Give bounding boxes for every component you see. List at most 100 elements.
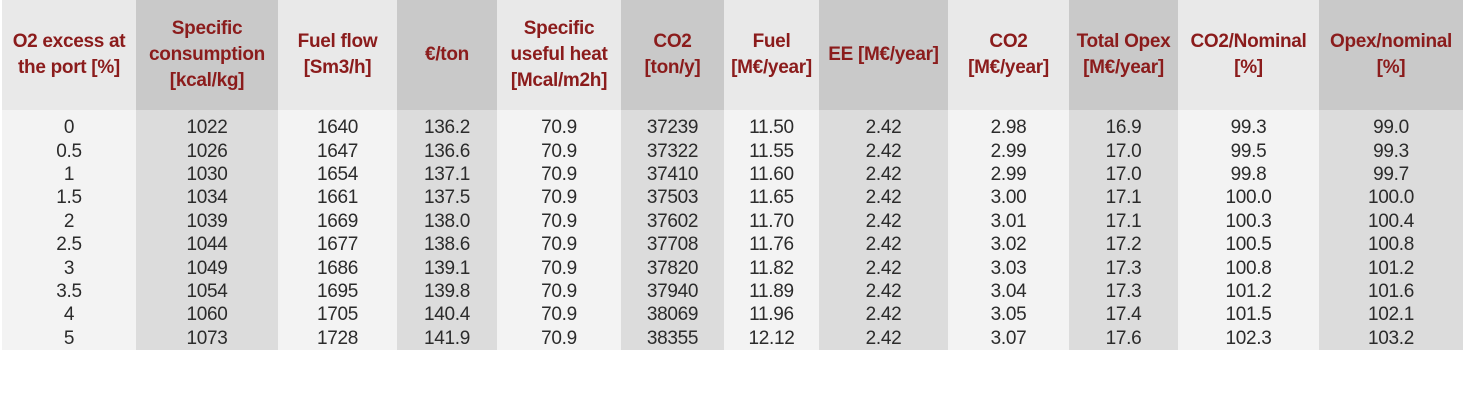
header-text: [M€/year] [1083, 57, 1164, 78]
cell-co2-meur: 3.07 [948, 326, 1069, 350]
cell-specific-consumption: 1054 [136, 279, 278, 304]
cell-total-opex: 17.2 [1069, 232, 1178, 257]
table-row: 1 1030 1654 137.1 70.9 37410 11.60 2.42 2.99 17.0… [2, 162, 1463, 187]
table-row: 1.5 1034 1661 137.5 70.9 37503 11.65 2.42 3.00 17… [2, 186, 1463, 210]
cell-specific-consumption: 1034 [136, 186, 278, 210]
cell-euro-per-ton: 141.9 [397, 326, 497, 350]
cell-co2-ton: 37708 [621, 232, 724, 257]
cell-euro-per-ton: 136.6 [397, 139, 497, 163]
cell-fuel-meur: 11.76 [724, 232, 819, 257]
column-header-euro-per-ton: €/ton [397, 0, 497, 110]
cell-euro-per-ton: 138.0 [397, 209, 497, 233]
cell-euro-per-ton: 139.1 [397, 256, 497, 280]
cell-fuel-meur: 11.82 [724, 256, 819, 280]
header-text: EE [M€/year] [828, 44, 939, 65]
cell-total-opex: 17.1 [1069, 209, 1178, 233]
table-row: 0 1022 1640 136.2 70.9 37239 11.50 2.42 2.98 16.9… [2, 110, 1463, 140]
cell-fuel-flow: 1647 [278, 139, 397, 163]
header-text: Fuel flow [297, 31, 378, 52]
cell-ee-meur: 2.42 [819, 279, 948, 304]
cell-fuel-meur: 11.50 [724, 110, 819, 140]
cell-specific-useful-heat: 70.9 [497, 139, 621, 163]
cell-o2-excess: 3.5 [2, 279, 136, 304]
cell-specific-useful-heat: 70.9 [497, 256, 621, 280]
cell-euro-per-ton: 136.2 [397, 110, 497, 140]
cell-euro-per-ton: 137.5 [397, 186, 497, 210]
column-header-co2-meur: CO2 [M€/year] [948, 0, 1069, 110]
cell-co2-nominal: 99.5 [1178, 139, 1319, 163]
header-text: CO2/Nominal [1190, 31, 1307, 52]
cell-total-opex: 17.6 [1069, 326, 1178, 350]
cell-o2-excess: 1 [2, 162, 136, 187]
cell-co2-meur: 3.00 [948, 186, 1069, 210]
cell-co2-nominal: 99.3 [1178, 110, 1319, 140]
cell-total-opex: 17.0 [1069, 139, 1178, 163]
cell-opex-nominal: 99.3 [1319, 139, 1463, 163]
cell-ee-meur: 2.42 [819, 110, 948, 140]
cell-fuel-flow: 1677 [278, 232, 397, 257]
cell-fuel-flow: 1661 [278, 186, 397, 210]
header-text: [kcal/kg] [169, 70, 245, 91]
cell-euro-per-ton: 137.1 [397, 162, 497, 187]
cell-opex-nominal: 99.0 [1319, 110, 1463, 140]
cell-specific-consumption: 1030 [136, 162, 278, 187]
header-text: [%] [1234, 57, 1263, 78]
cell-opex-nominal: 101.2 [1319, 256, 1463, 280]
cell-co2-nominal: 99.8 [1178, 162, 1319, 187]
cell-opex-nominal: 100.8 [1319, 232, 1463, 257]
cell-fuel-flow: 1669 [278, 209, 397, 233]
cell-fuel-flow: 1654 [278, 162, 397, 187]
cell-specific-useful-heat: 70.9 [497, 110, 621, 140]
cell-co2-nominal: 101.2 [1178, 279, 1319, 304]
cell-co2-ton: 37410 [621, 162, 724, 187]
table-body: 0 1022 1640 136.2 70.9 37239 11.50 2.42 2.98 16.9… [2, 110, 1463, 350]
cell-ee-meur: 2.42 [819, 139, 948, 163]
column-header-fuel-flow: Fuel flow [Sm3/h] [278, 0, 397, 110]
cell-total-opex: 17.0 [1069, 162, 1178, 187]
cell-ee-meur: 2.42 [819, 209, 948, 233]
header-text: [M€/year] [968, 57, 1049, 78]
cell-fuel-meur: 11.55 [724, 139, 819, 163]
column-header-o2-excess: O2 excess at the port [%] [2, 0, 136, 110]
table-row: 2 1039 1669 138.0 70.9 37602 11.70 2.42 3.01 17.1… [2, 209, 1463, 233]
o2-excess-table: O2 excess at the port [%] Specific consumpt… [2, 0, 1463, 350]
cell-fuel-flow: 1705 [278, 303, 397, 327]
column-header-total-opex: Total Opex [M€/year] [1069, 0, 1178, 110]
column-header-fuel-meur: Fuel [M€/year] [724, 0, 819, 110]
header-text: [Mcal/m2h] [510, 70, 608, 91]
cell-total-opex: 17.3 [1069, 279, 1178, 304]
cell-o2-excess: 4 [2, 303, 136, 327]
table-row: 2.5 1044 1677 138.6 70.9 37708 11.76 2.42 3.02 17… [2, 232, 1463, 257]
header-text: [%] [1376, 57, 1406, 78]
cell-opex-nominal: 102.1 [1319, 303, 1463, 327]
table-row: 4 1060 1705 140.4 70.9 38069 11.96 2.42 3.05 17.4… [2, 303, 1463, 327]
cell-co2-ton: 38355 [621, 326, 724, 350]
table-row: 3 1049 1686 139.1 70.9 37820 11.82 2.42 3.03 17.3… [2, 256, 1463, 280]
cell-o2-excess: 5 [2, 326, 136, 350]
cell-co2-ton: 38069 [621, 303, 724, 327]
cell-opex-nominal: 99.7 [1319, 162, 1463, 187]
cell-fuel-flow: 1695 [278, 279, 397, 304]
column-header-specific-useful-heat: Specific useful heat [Mcal/m2h] [497, 0, 621, 110]
header-text: Opex/nominal [1329, 31, 1453, 52]
header-text: the port [%] [18, 57, 120, 78]
cell-ee-meur: 2.42 [819, 303, 948, 327]
header-text: O2 excess at [12, 31, 126, 52]
cell-co2-ton: 37602 [621, 209, 724, 233]
header-text: €/ton [425, 44, 469, 65]
cell-co2-nominal: 100.3 [1178, 209, 1319, 233]
cell-o2-excess: 2 [2, 209, 136, 233]
cell-total-opex: 17.1 [1069, 186, 1178, 210]
cell-co2-meur: 2.99 [948, 139, 1069, 163]
cell-opex-nominal: 100.4 [1319, 209, 1463, 233]
cell-co2-meur: 2.99 [948, 162, 1069, 187]
cell-ee-meur: 2.42 [819, 186, 948, 210]
cell-co2-nominal: 100.5 [1178, 232, 1319, 257]
column-header-co2-ton: CO2 [ton/y] [621, 0, 724, 110]
cell-ee-meur: 2.42 [819, 232, 948, 257]
column-header-co2-nominal: CO2/Nominal [%] [1178, 0, 1319, 110]
header-text: Specific [523, 18, 595, 39]
cell-co2-nominal: 100.8 [1178, 256, 1319, 280]
header-text: Specific [171, 18, 243, 39]
